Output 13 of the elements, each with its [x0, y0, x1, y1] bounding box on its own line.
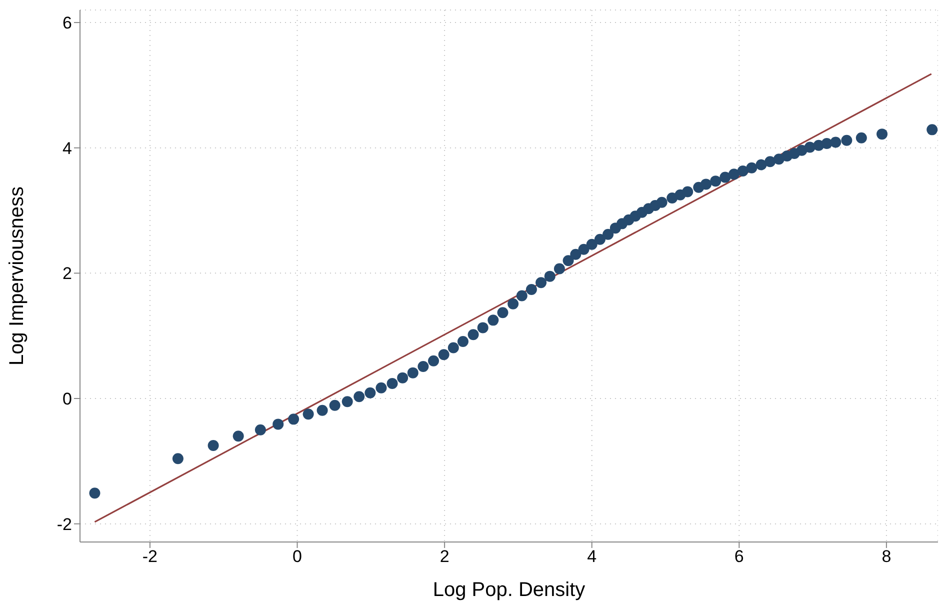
x-tick-label: 6 — [734, 547, 744, 566]
x-tick-label: -2 — [142, 547, 158, 566]
x-tick-label: 0 — [292, 547, 302, 566]
x-tick-label: 4 — [587, 547, 597, 566]
y-axis-title: Log Imperviousness — [6, 186, 28, 366]
y-tick-label: 4 — [62, 138, 72, 158]
y-tick-label: 2 — [62, 264, 72, 284]
y-tick-label: 6 — [62, 14, 72, 33]
x-tick-label: 8 — [882, 547, 892, 566]
x-axis-title: Log Pop. Density — [432, 579, 586, 601]
y-tick-label: 0 — [62, 390, 72, 409]
y-tick-label: -2 — [56, 514, 72, 534]
x-tick-label: 2 — [440, 547, 450, 566]
